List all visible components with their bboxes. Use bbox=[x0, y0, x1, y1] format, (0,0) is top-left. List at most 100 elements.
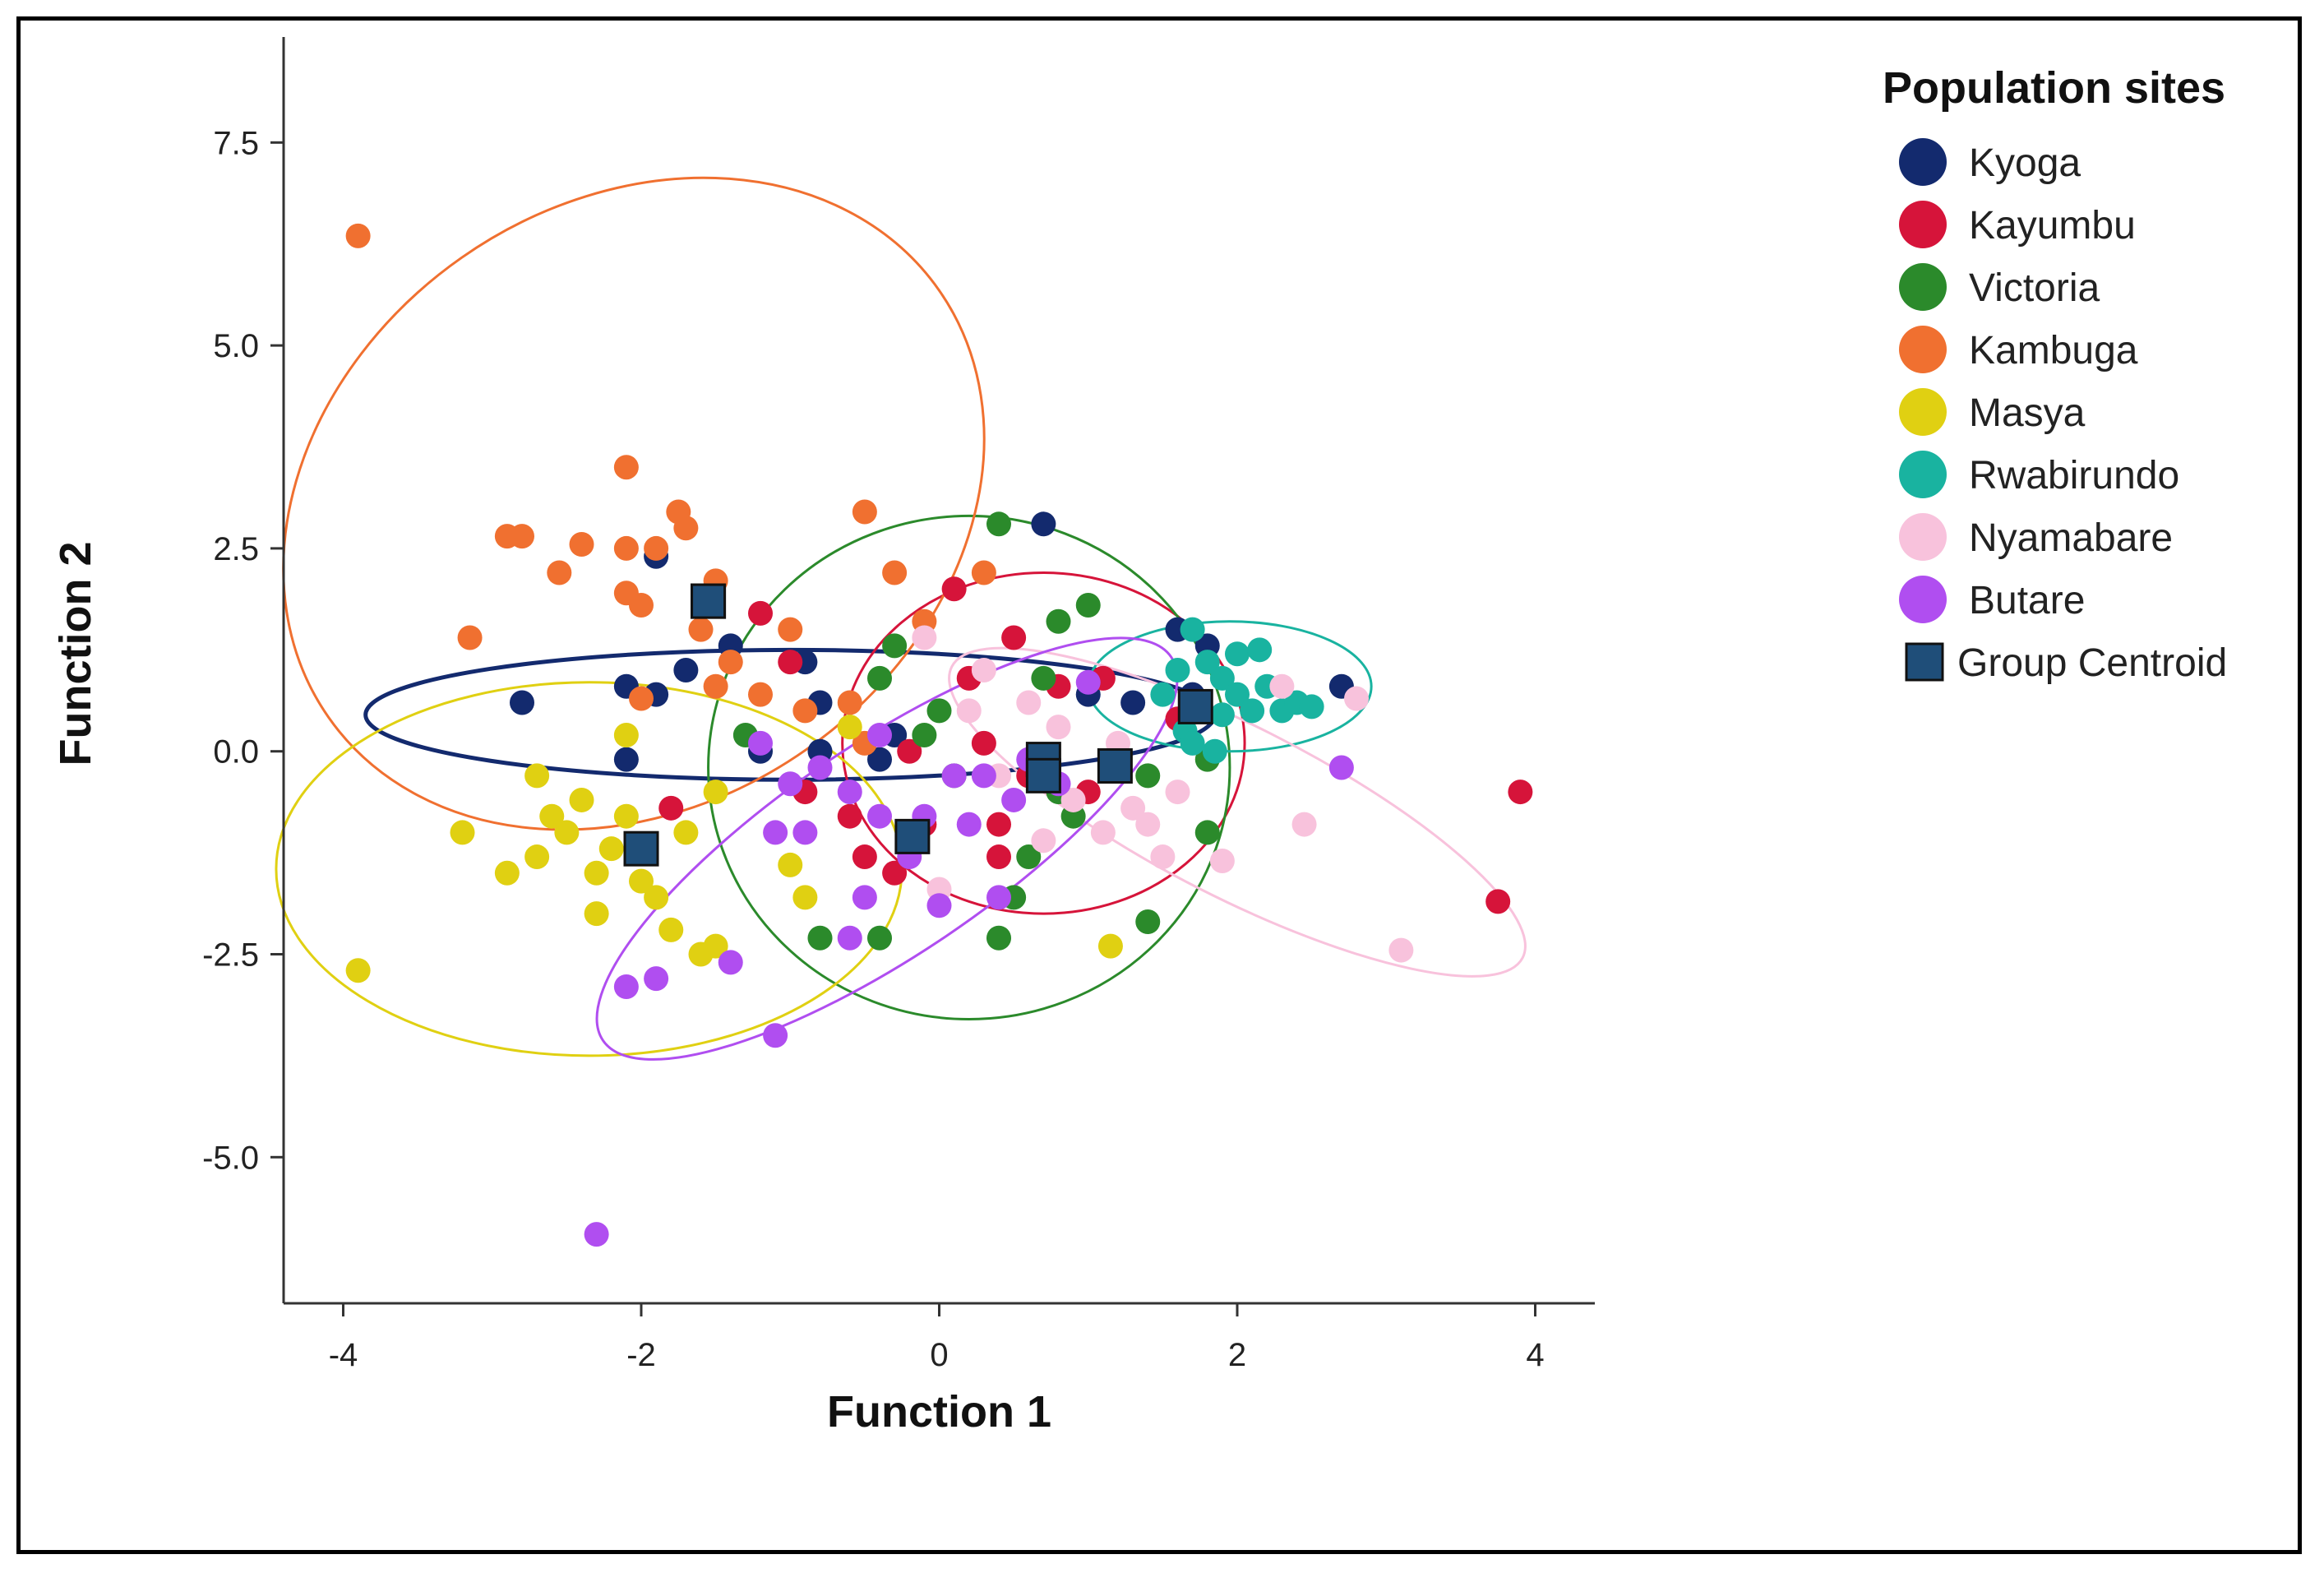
point-nyamabare bbox=[1344, 686, 1369, 711]
legend-label-victoria: Victoria bbox=[1969, 266, 2100, 310]
point-nyamabare bbox=[1120, 795, 1146, 821]
point-butare bbox=[1328, 755, 1354, 780]
point-kambuga bbox=[629, 686, 654, 711]
point-butare bbox=[748, 730, 773, 756]
point-masya bbox=[673, 820, 699, 845]
point-butare bbox=[867, 722, 892, 747]
legend-label-group-centroid: Group Centroid bbox=[1957, 641, 2227, 685]
group-centroids bbox=[623, 583, 1213, 867]
point-kayumbu bbox=[971, 730, 996, 756]
point-butare bbox=[1075, 669, 1101, 695]
point-butare bbox=[584, 1222, 609, 1247]
point-masya bbox=[703, 780, 728, 805]
point-kayumbu bbox=[1485, 889, 1511, 914]
x-axis-title: Function 1 bbox=[827, 1387, 1051, 1437]
legend-marker-rwabirundo bbox=[1899, 451, 1947, 498]
point-masya bbox=[792, 885, 818, 910]
point-rwabirundo bbox=[1240, 698, 1265, 724]
x-tick-label: 4 bbox=[1526, 1337, 1544, 1373]
point-nyamabare bbox=[1031, 828, 1056, 854]
point-masya bbox=[703, 933, 728, 959]
y-tick-label: -5.0 bbox=[202, 1140, 259, 1176]
point-kambuga bbox=[852, 499, 877, 525]
legend-label-kambuga: Kambuga bbox=[1969, 329, 2138, 372]
point-masya bbox=[644, 885, 669, 910]
legend-marker-kyoga bbox=[1899, 138, 1947, 186]
point-victoria bbox=[1016, 844, 1042, 870]
point-kayumbu bbox=[778, 650, 803, 675]
point-butare bbox=[644, 966, 669, 992]
point-victoria bbox=[867, 665, 892, 691]
point-victoria bbox=[1046, 608, 1071, 634]
y-tick-label: -2.5 bbox=[202, 937, 259, 974]
point-masya bbox=[569, 787, 594, 812]
point-rwabirundo bbox=[1225, 682, 1250, 707]
point-kyoga bbox=[1120, 690, 1146, 715]
ellipse-victoria bbox=[707, 514, 1231, 1020]
point-kayumbu bbox=[658, 795, 684, 821]
ellipse-nyamabare bbox=[948, 646, 1527, 978]
point-butare bbox=[807, 755, 833, 780]
legend-marker-butare bbox=[1899, 576, 1947, 623]
point-masya bbox=[554, 820, 580, 845]
centroid-victoria bbox=[1025, 757, 1061, 793]
point-butare bbox=[941, 763, 967, 789]
ticks: -4 -2 0 2 4 7.5 5.0 2.5 0.0 -2.5 -5.0 bbox=[202, 125, 1545, 1373]
y-tick-label: 2.5 bbox=[213, 531, 259, 567]
point-victoria bbox=[926, 698, 952, 724]
point-kayumbu bbox=[986, 812, 1011, 837]
point-victoria bbox=[882, 633, 908, 659]
y-tick-label: 7.5 bbox=[213, 125, 259, 161]
point-butare bbox=[763, 1023, 788, 1048]
x-tick-label: -4 bbox=[329, 1337, 358, 1373]
point-victoria bbox=[1135, 909, 1161, 935]
legend-label-nyamabare: Nyamabare bbox=[1969, 516, 2173, 560]
point-victoria bbox=[912, 722, 937, 747]
point-butare bbox=[956, 812, 982, 837]
point-kyoga bbox=[1031, 511, 1056, 537]
legend-marker-victoria bbox=[1899, 263, 1947, 311]
point-butare bbox=[778, 771, 803, 797]
point-masya bbox=[837, 715, 862, 740]
point-rwabirundo bbox=[1165, 658, 1190, 682]
point-butare bbox=[986, 885, 1011, 910]
legend-label-kayumbu: Kayumbu bbox=[1969, 204, 2136, 248]
point-rwabirundo bbox=[1225, 641, 1250, 667]
point-kambuga bbox=[778, 617, 803, 642]
point-kambuga bbox=[837, 690, 862, 715]
point-masya bbox=[1097, 933, 1123, 959]
point-rwabirundo bbox=[1202, 738, 1227, 764]
point-kambuga bbox=[748, 682, 773, 707]
point-nyamabare bbox=[1090, 820, 1116, 845]
point-butare bbox=[867, 803, 892, 829]
point-nyamabare bbox=[1209, 848, 1235, 873]
point-kayumbu bbox=[897, 738, 922, 764]
legend-label-kyoga: Kyoga bbox=[1969, 141, 2081, 185]
point-masya bbox=[584, 901, 609, 927]
point-masya bbox=[584, 860, 609, 886]
point-victoria bbox=[1135, 763, 1161, 789]
point-kayumbu bbox=[941, 576, 967, 602]
point-butare bbox=[926, 893, 952, 918]
data-points bbox=[345, 223, 1533, 1247]
legend: Population sites Kyoga Kayumbu Victoria Kam… bbox=[1883, 63, 2227, 685]
point-rwabirundo bbox=[1180, 730, 1205, 756]
ellipse-kambuga bbox=[282, 176, 986, 831]
point-kayumbu bbox=[748, 600, 773, 626]
legend-marker-group-centroid bbox=[1905, 642, 1944, 682]
point-kyoga bbox=[613, 747, 639, 772]
point-victoria bbox=[807, 925, 833, 951]
centroid-rwabirundo bbox=[1177, 688, 1213, 724]
point-rwabirundo bbox=[1209, 665, 1235, 691]
point-butare bbox=[971, 763, 996, 789]
point-masya bbox=[598, 836, 624, 862]
point-butare bbox=[718, 950, 743, 975]
legend-marker-nyamabare bbox=[1899, 513, 1947, 561]
centroid-nyamabare bbox=[1097, 747, 1133, 784]
point-kambuga bbox=[882, 560, 908, 585]
legend-marker-kambuga bbox=[1899, 326, 1947, 373]
y-tick-label: 0.0 bbox=[213, 734, 259, 770]
point-kambuga bbox=[613, 455, 639, 480]
point-masya bbox=[778, 852, 803, 877]
point-kayumbu bbox=[852, 844, 877, 870]
